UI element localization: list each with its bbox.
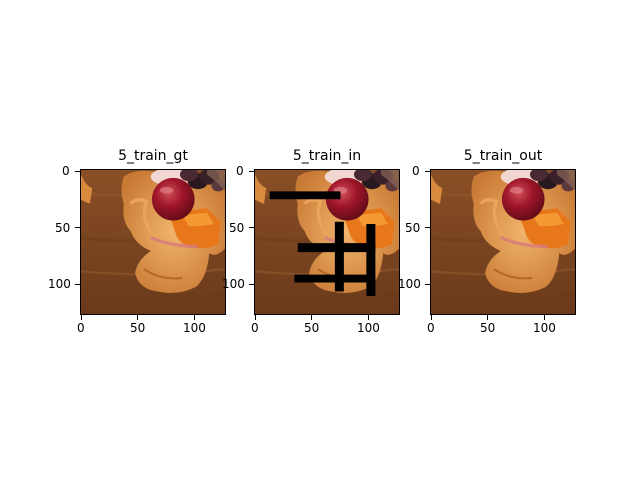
mask-strokes <box>269 191 376 296</box>
y-tick-label: 0 <box>412 164 420 178</box>
y-tick-label: 100 <box>222 277 245 291</box>
y-tick-label: 100 <box>398 277 421 291</box>
y-tick-label: 50 <box>55 221 71 235</box>
panel-title: 5_train_out <box>463 148 543 164</box>
food-image-masked <box>255 170 399 314</box>
x-tick-label: 100 <box>183 321 206 335</box>
x-tick-label: 100 <box>357 321 380 335</box>
image-frame <box>80 169 226 315</box>
y-tick-label: 0 <box>236 164 244 178</box>
y-tick-label: 50 <box>229 221 245 235</box>
y-tick-label: 0 <box>62 164 70 178</box>
panel-title: 5_train_in <box>292 148 362 164</box>
food-image <box>81 170 225 314</box>
y-tick-label: 50 <box>405 221 421 235</box>
panel-title: 5_train_gt <box>118 148 188 164</box>
image-frame <box>254 169 400 315</box>
x-tick-label: 0 <box>251 321 259 335</box>
x-tick-label: 0 <box>77 321 85 335</box>
x-tick-label: 50 <box>480 321 496 335</box>
y-tick-label: 100 <box>48 277 71 291</box>
x-tick-label: 0 <box>427 321 435 335</box>
x-tick-label: 50 <box>304 321 320 335</box>
food-image-output <box>431 170 575 314</box>
image-frame <box>430 169 576 315</box>
x-tick-label: 50 <box>130 321 146 335</box>
x-tick-label: 100 <box>533 321 556 335</box>
